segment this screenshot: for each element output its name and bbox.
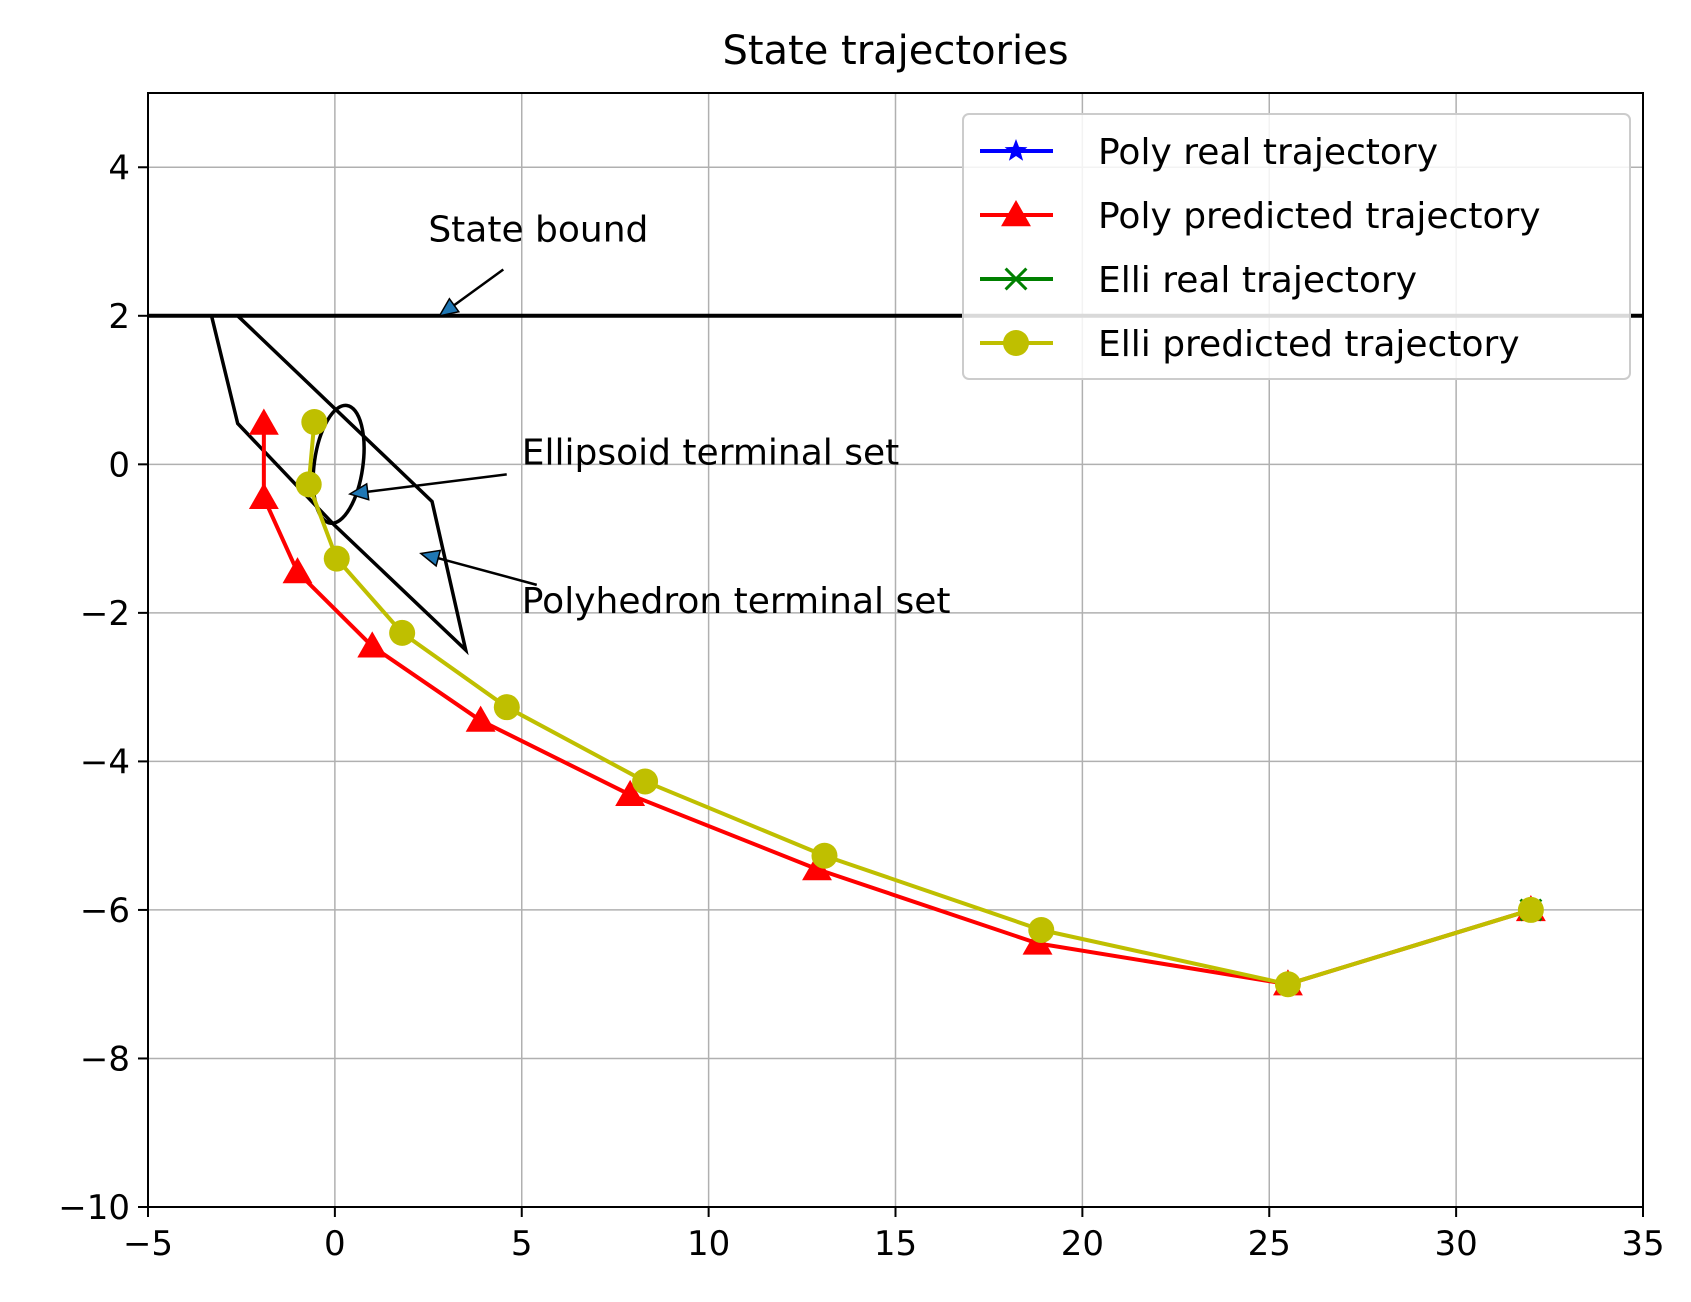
legend-label: Elli real trajectory bbox=[1098, 260, 1417, 301]
legend: Poly real trajectory Poly predicted traje… bbox=[962, 113, 1631, 380]
annotation-arrowhead bbox=[438, 297, 461, 317]
data-point bbox=[1001, 200, 1031, 227]
data-point bbox=[493, 694, 520, 721]
x-tick-label: 10 bbox=[687, 1224, 730, 1264]
annotation-arrow-line bbox=[367, 473, 507, 494]
data-point bbox=[301, 409, 328, 436]
annotations: State bound Ellipsoid terminal set Polyhed… bbox=[347, 210, 951, 622]
x-tick-label: 15 bbox=[874, 1224, 917, 1264]
x-tick-label: 30 bbox=[1434, 1224, 1477, 1264]
y-tick-label: 0 bbox=[108, 445, 130, 485]
annotation-text: Polyhedron terminal set bbox=[522, 581, 951, 622]
data-point bbox=[282, 557, 313, 584]
y-tick-label: −6 bbox=[80, 891, 130, 931]
x-tick-label: −5 bbox=[123, 1224, 173, 1264]
legend-label: Elli predicted trajectory bbox=[1098, 324, 1520, 365]
x-tick-label: 5 bbox=[511, 1224, 533, 1264]
annotation-arrowhead bbox=[419, 549, 442, 568]
data-point bbox=[357, 631, 388, 658]
x-tick-label: 25 bbox=[1248, 1224, 1291, 1264]
y-tick-label: −2 bbox=[80, 594, 130, 634]
data-point bbox=[1028, 916, 1055, 943]
data-point bbox=[1003, 330, 1029, 356]
legend-entry: Poly real trajectory bbox=[980, 132, 1438, 173]
y-tick-label: −8 bbox=[80, 1039, 130, 1079]
x-tick-label: 20 bbox=[1061, 1224, 1104, 1264]
y-tick-label: −10 bbox=[58, 1188, 130, 1228]
polyhedron-terminal-set bbox=[209, 314, 469, 656]
annotation: Ellipsoid terminal set bbox=[347, 432, 900, 501]
annotation-arrow-line bbox=[437, 556, 538, 587]
annotation: State bound bbox=[428, 210, 648, 317]
y-tick-label: 2 bbox=[108, 297, 130, 337]
data-point bbox=[1274, 971, 1301, 998]
legend-entry: Poly predicted trajectory bbox=[980, 196, 1541, 237]
chart-title: State trajectories bbox=[722, 28, 1068, 74]
series-line bbox=[261, 423, 1532, 987]
data-point bbox=[1004, 139, 1028, 161]
data-point bbox=[323, 545, 350, 572]
data-point bbox=[1517, 896, 1544, 923]
legend-label: Poly real trajectory bbox=[1098, 132, 1438, 173]
y-tick-label: 4 bbox=[108, 148, 130, 188]
legend-label: Poly predicted trajectory bbox=[1098, 196, 1541, 237]
y-tick-label: −4 bbox=[80, 742, 130, 782]
legend-entry: Elli predicted trajectory bbox=[980, 324, 1520, 365]
data-point bbox=[811, 842, 838, 869]
data-point bbox=[389, 619, 416, 646]
annotation-arrow-line bbox=[453, 268, 505, 307]
legend-box bbox=[962, 113, 1631, 380]
data-point bbox=[632, 768, 659, 795]
legend-entry: Elli real trajectory bbox=[980, 260, 1417, 301]
series-elli-predicted-trajectory bbox=[295, 409, 1544, 998]
annotation: Polyhedron terminal set bbox=[419, 549, 951, 622]
annotation-text: State bound bbox=[428, 210, 648, 251]
annotation-arrowhead bbox=[347, 482, 370, 501]
ellipsoid-terminal-set bbox=[311, 403, 366, 526]
data-point bbox=[1004, 267, 1028, 291]
data-point bbox=[465, 705, 496, 732]
series-line bbox=[306, 421, 1532, 987]
x-tick-label: 35 bbox=[1621, 1224, 1664, 1264]
series bbox=[248, 408, 1546, 998]
data-point bbox=[248, 482, 279, 509]
data-point bbox=[802, 854, 832, 881]
data-point bbox=[615, 779, 646, 807]
x-tick-label: 0 bbox=[324, 1224, 346, 1264]
annotation-text: Ellipsoid terminal set bbox=[522, 432, 900, 473]
data-point bbox=[248, 408, 279, 435]
data-point bbox=[295, 471, 322, 498]
